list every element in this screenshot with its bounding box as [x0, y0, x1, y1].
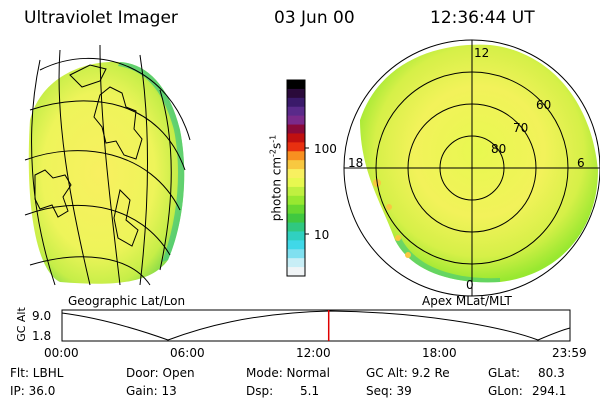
time-label: 12:36:44 UT	[430, 8, 535, 28]
colorbar-band	[287, 249, 305, 259]
colorbar-band	[287, 115, 305, 126]
colorbar-tick-100: 100	[314, 142, 337, 156]
glon-value: 294.1	[532, 384, 567, 398]
mode-info: Mode: Normal	[246, 366, 330, 380]
seq-info: Seq: 39	[366, 384, 412, 398]
timeline-xtick-0000: 00:00	[44, 346, 79, 360]
app-title: Ultraviolet Imager	[24, 8, 178, 28]
lat-label-60: 60	[536, 98, 552, 112]
colorbar-band	[287, 195, 305, 206]
timeline-xtick-1800: 18:00	[422, 346, 457, 360]
colorbar-band	[287, 80, 305, 90]
mlt-label-0: 0	[466, 278, 474, 292]
mlt-label-6: 6	[577, 156, 585, 170]
colorbar-band	[287, 204, 305, 215]
colorbar-band	[287, 160, 305, 170]
timeline-xtick-2359: 23:59	[552, 346, 587, 360]
colorbar-band	[287, 186, 305, 197]
colorbar-band	[287, 169, 305, 179]
colorbar-band	[287, 124, 305, 134]
colorbar-band	[287, 258, 305, 268]
colorbar-band	[287, 178, 305, 188]
glon-label: GLon:	[488, 384, 523, 398]
gain-info: Gain: 13	[126, 384, 177, 398]
colorbar-band	[287, 213, 305, 224]
glat-value: 80.3	[538, 366, 565, 380]
colorbar-band	[287, 88, 305, 99]
door-info: Door: Open	[126, 366, 195, 380]
colorbar-band	[287, 106, 305, 117]
colorbar-band	[287, 133, 305, 143]
glat-label: GLat:	[488, 366, 521, 380]
apex-caption: Apex MLat/MLT	[422, 294, 512, 308]
colorbar-band	[287, 231, 305, 241]
timeline-xtick-0600: 06:00	[170, 346, 205, 360]
date-label: 03 Jun 00	[274, 8, 355, 28]
geographic-caption: Geographic Lat/Lon	[68, 294, 186, 308]
timeline-ylabel: GC Alt	[14, 307, 28, 342]
mlt-label-12: 12	[474, 46, 490, 60]
colorbar	[286, 79, 309, 277]
colorbar-band	[287, 151, 305, 161]
timeline-ytick-top: 9.0	[32, 309, 52, 323]
colorbar-band	[287, 142, 305, 152]
altitude-timeline	[61, 309, 571, 342]
colorbar-band	[287, 240, 305, 250]
mlt-label-18: 18	[348, 156, 364, 170]
lat-label-70: 70	[513, 121, 529, 135]
timeline-xtick-1200: 12:00	[296, 346, 331, 360]
geographic-map	[24, 45, 191, 286]
colorbar-band	[287, 97, 305, 108]
colorbar-unit-label: photon cm-2s-1	[268, 134, 284, 222]
apex-map	[343, 39, 600, 297]
colorbar-band	[287, 222, 305, 232]
dsp-value: 5.1	[300, 384, 320, 398]
filter-info: Flt: LBHL	[10, 366, 64, 380]
ip-info: IP: 36.0	[10, 384, 56, 398]
timeline-ytick-bottom: 1.8	[32, 329, 52, 343]
lat-label-80: 80	[491, 142, 507, 156]
dsp-label: Dsp:	[246, 384, 274, 398]
gc-alt-info: GC Alt: 9.2 Re	[366, 366, 450, 380]
colorbar-tick-10: 10	[314, 228, 330, 242]
colorbar-band	[287, 267, 305, 277]
